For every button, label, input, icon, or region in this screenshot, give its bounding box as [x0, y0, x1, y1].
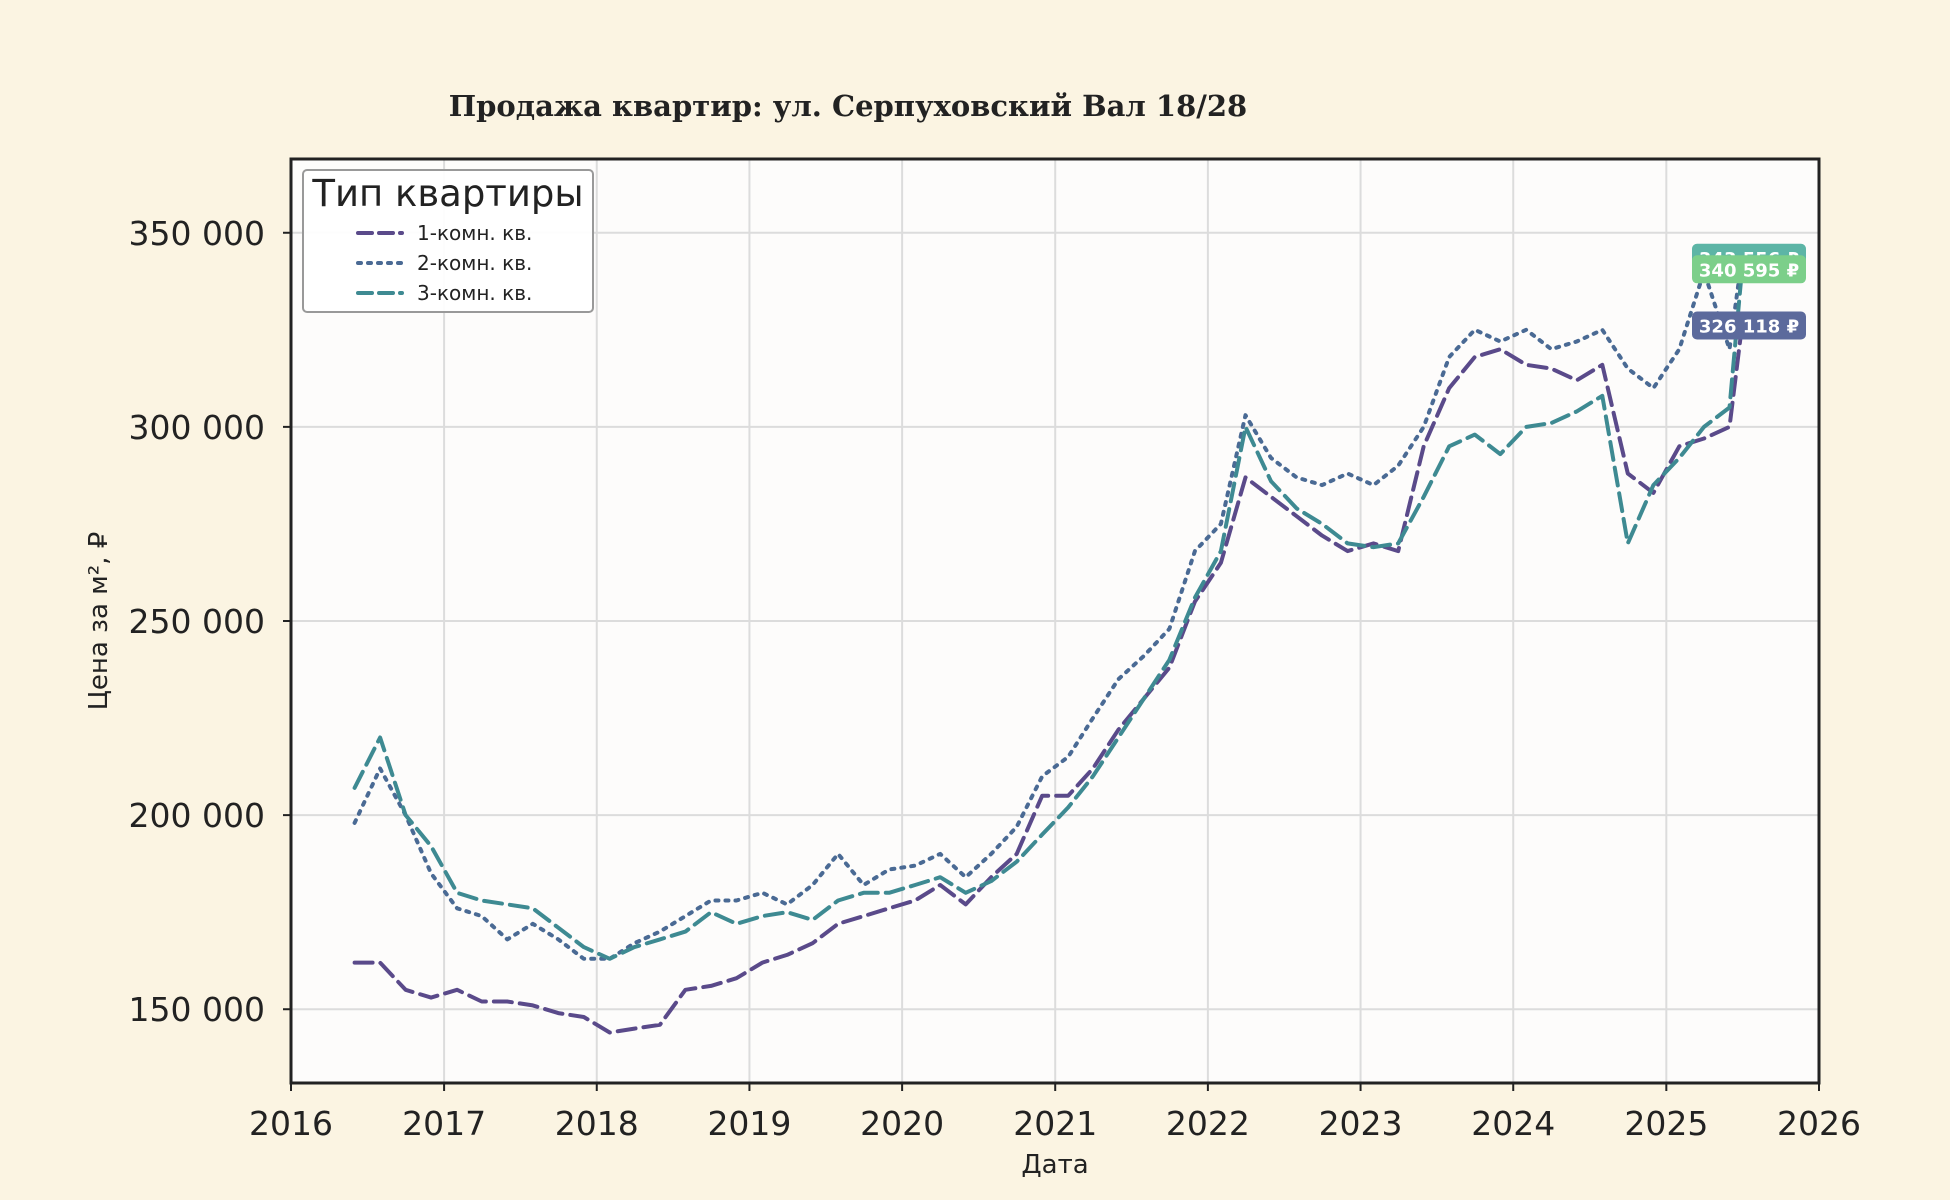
x-tick-label: 2026: [1777, 1104, 1861, 1143]
x-tick-label: 2017: [402, 1104, 486, 1143]
end-labels: 326 118 ₽343 556 ₽340 595 ₽: [1692, 243, 1806, 340]
x-axis-ticks: 2016 2017 2018 2019 2020 2021 2022 2023 2024 2025…: [249, 1083, 1861, 1143]
legend-item-label: 3-комн. кв.: [417, 281, 532, 305]
y-axis-label: Цена за м², ₽: [84, 532, 114, 711]
x-tick-label: 2016: [249, 1104, 333, 1143]
y-axis-ticks: 150 000 200 000 250 000 300 000 350 000: [129, 214, 291, 1029]
legend-box: [302, 169, 594, 313]
series-lines: [352, 255, 1744, 1035]
legend-title: Тип квартиры: [311, 172, 583, 215]
series-line-2: [352, 255, 1744, 961]
end-label-text-1: 326 118 ₽: [1699, 316, 1799, 337]
y-tick-label: 350 000: [129, 214, 265, 253]
x-tick-label: 2023: [1319, 1104, 1403, 1143]
y-tick-label: 200 000: [129, 796, 265, 835]
x-tick-label: 2024: [1471, 1104, 1555, 1143]
y-tick-label: 150 000: [129, 990, 265, 1029]
x-tick-label: 2019: [707, 1104, 791, 1143]
x-tick-label: 2020: [860, 1104, 944, 1143]
x-axis-label: Дата: [1021, 1150, 1088, 1180]
legend-item-label: 1-комн. кв.: [417, 221, 532, 245]
end-label-text-3: 340 595 ₽: [1699, 260, 1799, 281]
end-label-box-3: [1692, 255, 1806, 284]
legend-item-label: 2-комн. кв.: [417, 251, 532, 275]
x-tick-label: 2022: [1166, 1104, 1250, 1143]
y-tick-label: 250 000: [129, 602, 265, 641]
y-tick-label: 300 000: [129, 408, 265, 447]
x-tick-label: 2025: [1624, 1104, 1708, 1143]
series-line-1: [352, 323, 1744, 1035]
series-line-3: [352, 267, 1744, 961]
end-label-box-1: [1692, 311, 1806, 340]
x-tick-label: 2021: [1013, 1104, 1097, 1143]
legend: Тип квартиры 1-комн. кв. 2-комн. кв. 3-ком…: [302, 169, 594, 313]
legend-items: 1-комн. кв. 2-комн. кв. 3-комн. кв.: [356, 221, 532, 305]
chart-title: Продажа квартир: ул. Серпуховский Вал 18…: [449, 89, 1247, 123]
x-tick-label: 2018: [555, 1104, 639, 1143]
